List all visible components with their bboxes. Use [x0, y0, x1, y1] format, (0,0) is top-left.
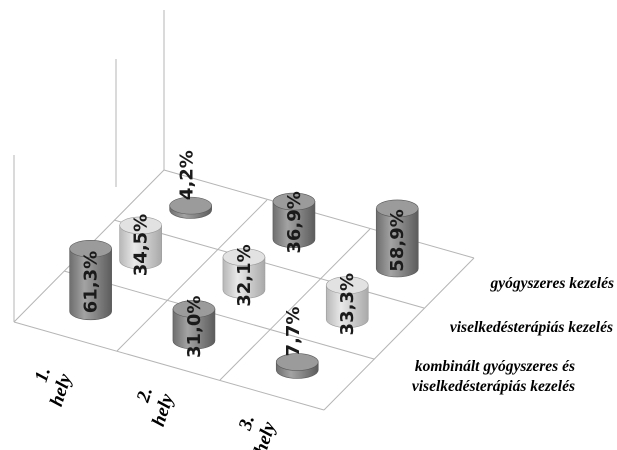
- series-label-kombinalt-gyogyszeres-es-viselkedesterapias-kezeles: kombinált gyógyszeres és viselkedésterápi…: [412, 358, 575, 395]
- bar-gyogyszeres-kezeles-1: [169, 196, 212, 219]
- bar-kombinalt-gyogyszeres-es-viselkedesterapias-kezeles-1-label: 61,3%: [81, 251, 102, 313]
- bar-kombinalt-gyogyszeres-es-viselkedesterapias-kezeles-2-top: [172, 300, 216, 318]
- floor-row-divider-1: [63, 270, 375, 360]
- bar-kombinalt-gyogyszeres-es-viselkedesterapias-kezeles-1: [69, 239, 112, 321]
- bar-viselkedesterapias-kezeles-2-top: [222, 248, 266, 266]
- series-label-gyogyszeres-kezeles: gyógyszeres kezelés: [489, 275, 614, 292]
- labels: 4,2% 36,9% 58,9% 34,5% 32,1% 33,3% 61,3% 31,0% 7…: [25, 150, 614, 450]
- bars: [69, 192, 419, 379]
- bar-gyogyszeres-kezeles-2: [272, 192, 316, 248]
- floor-row-divider-2: [113, 219, 425, 309]
- bar-kombinalt-gyogyszeres-es-viselkedesterapias-kezeles-1-top: [69, 239, 112, 258]
- floor-divider-1: [116, 199, 268, 352]
- bar-kombinalt-gyogyszeres-es-viselkedesterapias-kezeles-2-body: [172, 308, 216, 350]
- bar-gyogyszeres-kezeles-2-top: [272, 192, 316, 211]
- bar-gyogyszeres-kezeles-2-body: [272, 201, 316, 248]
- bar-viselkedesterapias-kezeles-2: [222, 248, 266, 299]
- bar-viselkedesterapias-kezeles-1-top: [119, 216, 162, 235]
- floor-divider-2: [219, 228, 371, 381]
- floor-edge-front: [13, 321, 325, 411]
- bar-gyogyszeres-kezeles-3-top: [375, 199, 419, 218]
- floor-row-back: [163, 169, 475, 259]
- series-label-viselkedesterapias-kezeles: viselkedésterápiás kezelés: [450, 319, 613, 336]
- bar-viselkedesterapias-kezeles-3-top: [325, 276, 369, 295]
- bar-kombinalt-gyogyszeres-es-viselkedesterapias-kezeles-3-top: [275, 353, 319, 371]
- category-label-1: 1.hely: [25, 364, 76, 409]
- bar-viselkedesterapias-kezeles-1: [119, 216, 162, 270]
- category-label-3: 3.hely: [229, 412, 280, 450]
- bar-gyogyszeres-kezeles-1-label: 4,2%: [177, 150, 198, 200]
- bar-gyogyszeres-kezeles-3-body: [375, 208, 419, 278]
- bar-gyogyszeres-kezeles-3: [375, 199, 419, 278]
- bar-gyogyszeres-kezeles-2-label: 36,9%: [284, 191, 305, 253]
- category-label-2: 2.hely: [127, 384, 178, 429]
- bar-viselkedesterapias-kezeles-3-body: [325, 284, 369, 328]
- bar-viselkedesterapias-kezeles-3: [325, 276, 369, 328]
- bar-kombinalt-gyogyszeres-es-viselkedesterapias-kezeles-2: [172, 300, 216, 350]
- bar-viselkedesterapias-kezeles-1-body: [119, 225, 162, 270]
- bar-viselkedesterapias-kezeles-1-label: 34,5%: [131, 214, 152, 276]
- bar-viselkedesterapias-kezeles-3-label: 33,3%: [337, 273, 358, 335]
- bar-gyogyszeres-kezeles-3-label: 58,9%: [387, 209, 408, 271]
- bar-kombinalt-gyogyszeres-es-viselkedesterapias-kezeles-3: [275, 353, 319, 379]
- floor-edge-right: [323, 257, 475, 411]
- bar-kombinalt-gyogyszeres-es-viselkedesterapias-kezeles-1-body: [69, 248, 112, 321]
- bar-viselkedesterapias-kezeles-2-body: [222, 256, 266, 299]
- bar-viselkedesterapias-kezeles-2-label: 32,1%: [234, 244, 255, 306]
- bar-kombinalt-gyogyszeres-es-viselkedesterapias-kezeles-2-label: 31,0%: [184, 296, 205, 358]
- bar-kombinalt-gyogyszeres-es-viselkedesterapias-kezeles-3-label: 7,7%: [283, 307, 304, 357]
- bar-gyogyszeres-kezeles-1-top: [169, 196, 212, 215]
